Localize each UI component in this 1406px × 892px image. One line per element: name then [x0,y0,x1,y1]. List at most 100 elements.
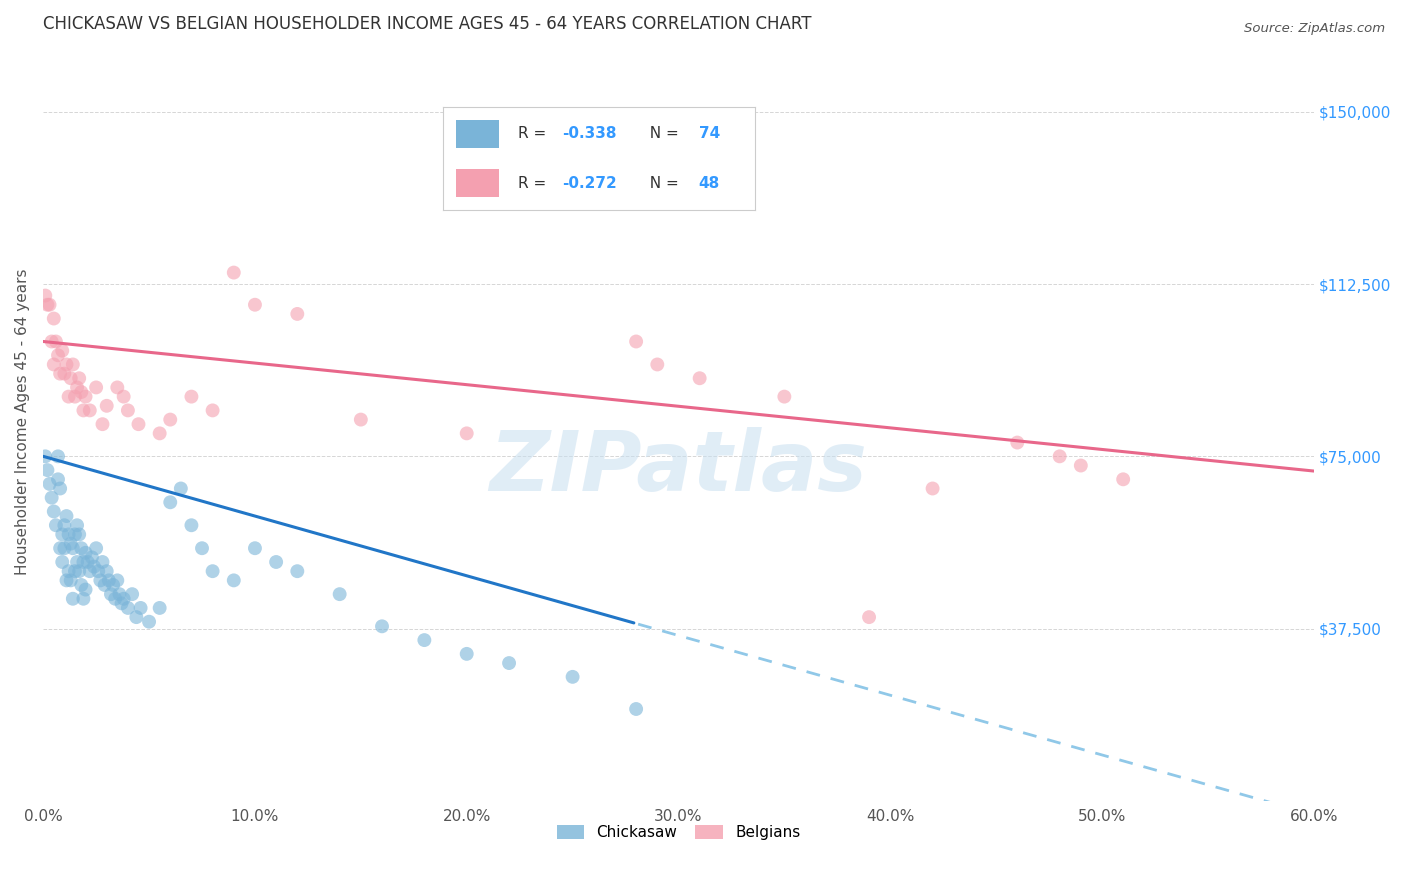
Point [105,574,128,588]
Point [773,390,796,404]
Point [55,358,77,372]
Point [180,390,202,404]
Point [645,358,668,372]
Point [921,482,943,496]
Point [79,564,101,578]
Point [1007,435,1029,450]
Point [84,541,107,556]
Point [858,610,880,624]
Point [243,298,266,312]
Point [96,399,118,413]
Point [624,702,647,716]
Point [42,358,65,372]
Legend: Chickasaw, Belgians: Chickasaw, Belgians [550,819,807,847]
Point [72,403,94,417]
Y-axis label: Householder Income Ages 45 - 64 years: Householder Income Ages 45 - 64 years [15,268,30,575]
Point [689,371,711,385]
Point [59,536,82,550]
Point [66,555,89,569]
Point [62,541,84,556]
Point [456,426,478,441]
Point [75,390,97,404]
Point [58,390,80,404]
Point [80,550,103,565]
Point [108,587,131,601]
Point [222,266,245,280]
Point [45,518,67,533]
Point [58,527,80,541]
Point [45,334,67,349]
Point [96,564,118,578]
Point [498,656,520,670]
Point [38,476,60,491]
Point [49,482,72,496]
Point [87,564,110,578]
Point [91,555,114,569]
Point [138,615,160,629]
Point [59,574,82,588]
Point [55,509,77,524]
Point [53,518,76,533]
Point [51,555,73,569]
Point [159,412,181,426]
Point [1112,472,1135,486]
Point [79,403,101,417]
Point [127,417,149,432]
Point [42,504,65,518]
Point [371,619,394,633]
Point [285,307,308,321]
Point [264,555,287,569]
Point [83,559,105,574]
Point [70,384,93,399]
Point [149,601,172,615]
Point [53,367,76,381]
Point [37,463,59,477]
Point [1049,450,1071,464]
Point [456,647,478,661]
Point [180,518,202,533]
Point [243,541,266,556]
Point [75,546,97,560]
Point [72,555,94,569]
Point [41,334,63,349]
Point [49,541,72,556]
Point [170,482,193,496]
Point [37,298,59,312]
Point [97,574,120,588]
Point [100,587,122,601]
Point [117,403,139,417]
Point [117,601,139,615]
Point [63,564,86,578]
Point [101,578,124,592]
Point [63,527,86,541]
Point [624,334,647,349]
Point [191,541,214,556]
Point [41,491,63,505]
Text: Source: ZipAtlas.com: Source: ZipAtlas.com [1244,22,1385,36]
Point [70,541,93,556]
Point [67,527,90,541]
Point [49,367,72,381]
Point [66,380,89,394]
Point [149,426,172,441]
Point [201,564,224,578]
Point [70,578,93,592]
Point [159,495,181,509]
Point [413,633,436,648]
Text: CHICKASAW VS BELGIAN HOUSEHOLDER INCOME AGES 45 - 64 YEARS CORRELATION CHART: CHICKASAW VS BELGIAN HOUSEHOLDER INCOME … [44,15,811,33]
Point [84,380,107,394]
Text: ZIPatlas: ZIPatlas [489,427,868,508]
Point [112,390,135,404]
Point [201,403,224,417]
Point [51,527,73,541]
Point [329,587,352,601]
Point [76,555,98,569]
Point [62,591,84,606]
Point [46,348,69,362]
Point [58,564,80,578]
Point [38,298,60,312]
Point [222,574,245,588]
Point [67,564,90,578]
Point [34,288,56,302]
Point [51,343,73,358]
